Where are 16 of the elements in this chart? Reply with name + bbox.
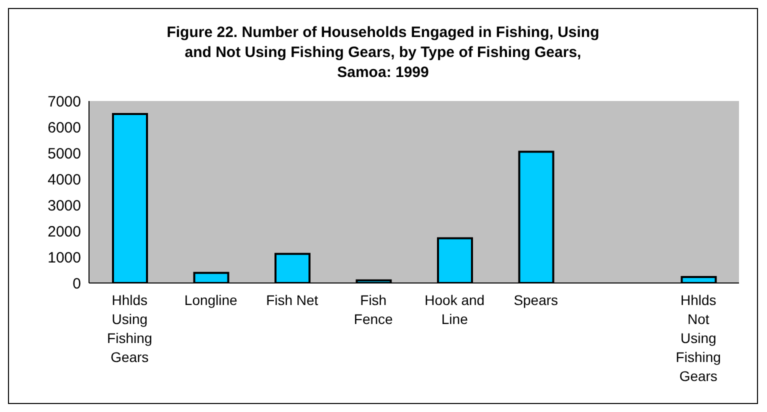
x-tick-label: Hhlds Using Fishing Gears — [107, 292, 152, 365]
y-tick-label: 6000 — [48, 119, 81, 136]
x-tick-label: Fish Net — [266, 292, 318, 308]
x-tick-label: Fish Fence — [354, 292, 394, 327]
y-tick-label: 0 — [72, 275, 81, 292]
x-tick-label: Spears — [514, 292, 558, 308]
x-tick-label: Longline — [184, 292, 238, 308]
x-tick-label: Hhlds Not Using Fishing Gears — [676, 292, 721, 384]
y-tick-label: 2000 — [48, 223, 81, 240]
y-tick-label: 7000 — [48, 93, 81, 110]
y-tick-label: 3000 — [48, 197, 81, 214]
x-tick-label: Hook and Line — [424, 292, 485, 327]
y-tick-label: 4000 — [48, 171, 81, 188]
y-tick-label: 1000 — [48, 249, 81, 266]
y-tick-label: 5000 — [48, 145, 81, 162]
chart-title: Figure 22. Number of Households Engaged in Fishing, Using and Not Using Fishing Gears, by Type of Fishing Gears, Samoa: 1999 — [166, 23, 600, 83]
